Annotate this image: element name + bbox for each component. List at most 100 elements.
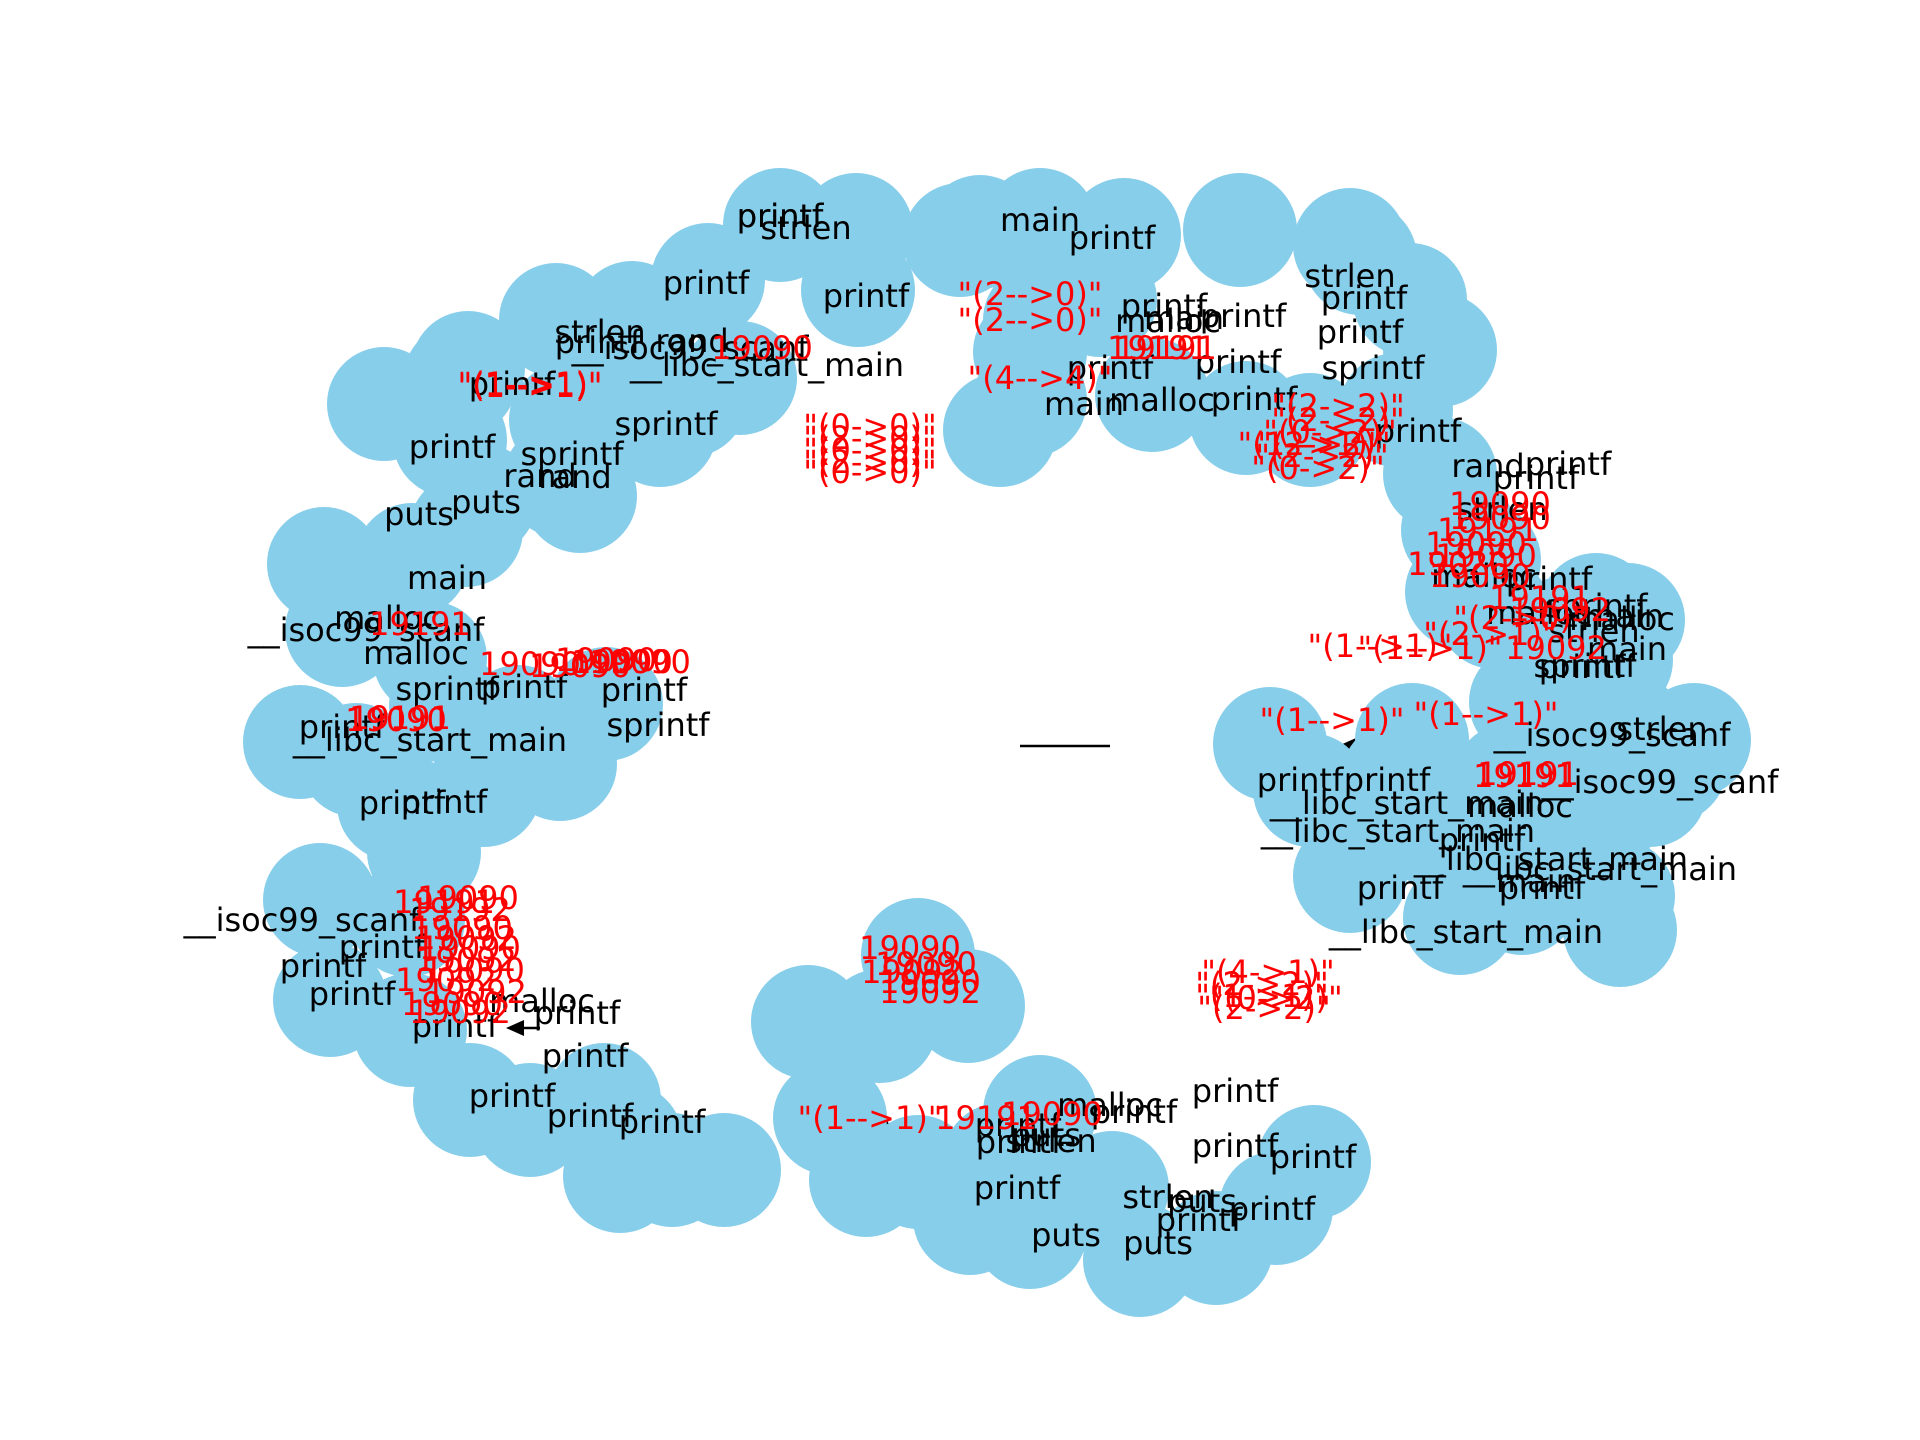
node-label: printf (1067, 349, 1154, 387)
edge-label: 19090 (1449, 485, 1551, 523)
edge-label: 19090 (345, 701, 447, 739)
edge-label: "(4-->4)" (967, 359, 1112, 397)
node-label: printf (534, 994, 621, 1032)
edge-label: 19092 (425, 973, 527, 1011)
edge-label: 19090 (1449, 499, 1551, 537)
node-label: main (1496, 862, 1576, 900)
node-label: malloc (334, 599, 440, 637)
node-label: printf (823, 277, 910, 315)
node-label: printf (309, 975, 396, 1013)
edge-label: "(1-->1)" (457, 365, 602, 403)
graph-node (983, 1055, 1097, 1169)
edge-label: 19092 (879, 973, 981, 1011)
node-label: puts (1031, 1216, 1101, 1254)
edge-label: "(4->1)" (1201, 953, 1334, 991)
edge-label: "(1-->1)" (1259, 701, 1404, 739)
node-label: strlen (1548, 612, 1639, 650)
edge-label: "(2->2)" (1197, 989, 1330, 1027)
edge-label: "(0->2)" (1209, 979, 1342, 1017)
edge-label: "(2->2)" (1257, 425, 1390, 463)
edge-label: "(2-->0)" (957, 275, 1102, 313)
node-label: printf (547, 1097, 634, 1135)
node-label: __libc_start_main (629, 346, 904, 384)
node-label: printf (359, 784, 446, 822)
graph-node (801, 233, 915, 347)
node-label: printf (1357, 869, 1444, 907)
node-label: puts (451, 483, 521, 521)
node-label: malloc (1486, 594, 1592, 632)
graph-node (1543, 763, 1657, 877)
node-label: printf (1506, 560, 1593, 598)
node-label: printf (1192, 1127, 1279, 1165)
edge-label: 19191 (1489, 579, 1591, 617)
node-label: printf (412, 1007, 499, 1045)
edge-label: 19191 (393, 883, 495, 921)
node-label: strlen (1616, 710, 1707, 748)
node-label: printf (1257, 761, 1344, 799)
edge-label: 19090 (479, 645, 581, 683)
node-label: printf (469, 365, 556, 403)
edge-label: 19090 (711, 329, 813, 367)
node-label: __libc_start_main (292, 721, 567, 759)
node-label: printf (542, 1037, 629, 1075)
node-label: malloc (1431, 557, 1537, 595)
node-label: __isoc99_scanf (1541, 763, 1780, 801)
edge-label: "(0->0)" (803, 453, 936, 491)
node-label: malloc (1109, 381, 1215, 419)
graph-node (1465, 841, 1579, 955)
edge-label: 19090 (555, 641, 657, 679)
node-label: sprintf (1544, 587, 1648, 625)
node-label: __isoc99_scanf (183, 901, 422, 939)
node-label: printf (1195, 343, 1282, 381)
graph-node (267, 507, 381, 621)
edge-label: "(2->2)" (1271, 387, 1404, 425)
edge-label-layer: "(1-->1)" 19090 19191 "(2-->0)""(2-->0)" "(1… (345, 275, 1611, 1137)
graph-node (1253, 733, 1367, 847)
node-label: printf (1499, 869, 1586, 907)
edge-label: 19090 (529, 647, 631, 685)
node-label: main (1144, 299, 1224, 337)
node-label: strlen (1304, 257, 1395, 295)
node-label: sprintf (1321, 349, 1425, 387)
node-label: printf (663, 264, 750, 302)
edge-label: "(2->1)" (1423, 615, 1556, 653)
node-label: puts (1123, 1224, 1193, 1262)
edge-label: "(1-->1)" (1413, 695, 1558, 733)
node-label: printf (1439, 821, 1526, 859)
edge-label: "(0->0)" (803, 407, 936, 445)
node-label: printf (737, 197, 824, 235)
node-label: printf (409, 428, 496, 466)
node-label: sprintf (606, 706, 710, 744)
node-label: printf (975, 1106, 1062, 1144)
node-label: sprintf (614, 405, 718, 443)
node-label: malloc (1569, 600, 1675, 638)
edge-label: "(1-->1)" (1357, 629, 1502, 667)
node-label: main (1000, 201, 1080, 239)
node-label: malloc (1057, 1086, 1163, 1124)
edge-label: 19092 (415, 941, 517, 979)
node-label: strlen (1005, 1122, 1096, 1160)
edge-label: 19090 (419, 929, 521, 967)
edge-label: 19191 (1473, 757, 1575, 795)
edge-label: 19092 (415, 919, 517, 957)
node-label: printf (1121, 287, 1208, 325)
node-label: strlen (1122, 1178, 1213, 1216)
node-label: printf (1156, 1201, 1243, 1239)
node-label: malloc (363, 634, 469, 672)
edge-label: 19090 (423, 951, 525, 989)
graph-node (1563, 873, 1677, 987)
edge-label: "(2->2)" (1195, 965, 1328, 1003)
node-label: __libc_start_main (1260, 812, 1535, 850)
node-label: rand (503, 457, 576, 495)
edge-label: "(1-->1)" (457, 367, 602, 405)
node-label: printf (974, 1169, 1061, 1207)
graph-node (667, 1113, 781, 1227)
node-label: printf (299, 708, 386, 746)
node-label: printf (1317, 313, 1404, 351)
edge-label: "(2-->0)" (957, 301, 1102, 339)
node-label: __isoc99_scanf (571, 329, 810, 367)
node-label: rand (655, 322, 728, 360)
graph-node (1183, 173, 1297, 287)
graph-node (509, 363, 623, 477)
graph-node (263, 843, 377, 957)
